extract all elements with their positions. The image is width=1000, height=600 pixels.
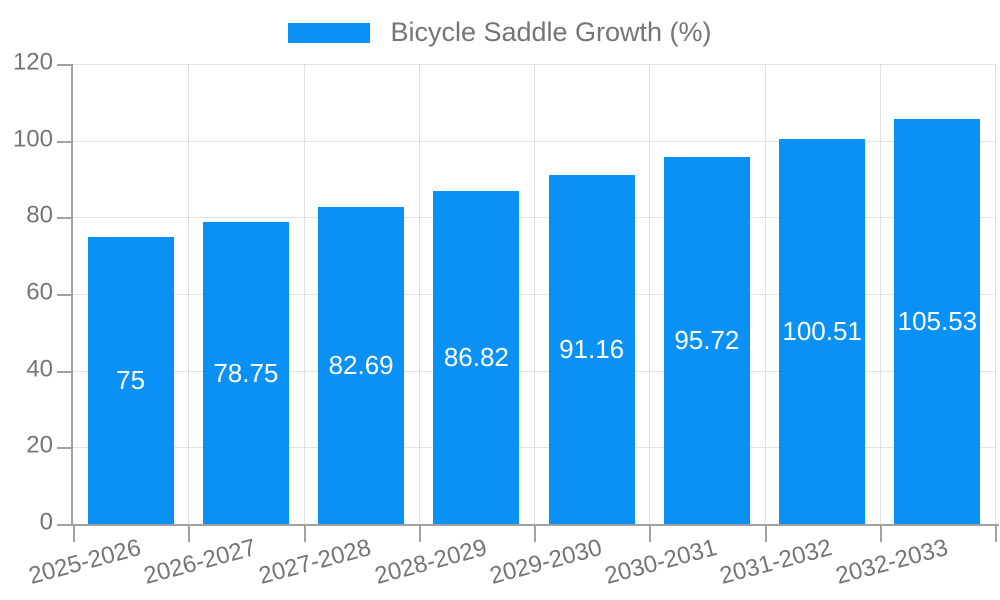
bar-value-label: 100.51: [782, 315, 862, 346]
x-axis-tick-label: 2026-2027: [141, 534, 259, 590]
gridline-vertical: [764, 64, 766, 524]
y-axis-tick: [57, 217, 71, 220]
y-axis-tick-label: 100: [12, 125, 53, 153]
y-axis-tick: [57, 64, 71, 66]
bar[interactable]: 86.82: [433, 191, 520, 524]
bar[interactable]: 75: [87, 236, 174, 524]
y-axis-tick-label: 0: [39, 508, 53, 536]
x-axis-tick: [995, 526, 997, 542]
bar[interactable]: 78.75: [202, 222, 289, 524]
legend[interactable]: Bicycle Saddle Growth (%): [0, 17, 1000, 48]
x-axis-tick-label: 2027-2028: [256, 534, 375, 590]
x-axis-tick: [764, 526, 767, 542]
y-axis-tick-label: 60: [26, 278, 53, 306]
x-axis-tick: [649, 526, 652, 542]
x-axis-line: [71, 524, 999, 526]
x-axis-tick: [418, 526, 421, 542]
plot-area: 0 20 40 60 80 100 120 75 78.75 82.69 86.82 91.16 95.…: [13, 49, 999, 590]
x-axis-tick: [303, 526, 306, 542]
y-axis-tick-label: 20: [26, 431, 53, 459]
x-axis-tick: [188, 526, 191, 542]
bar[interactable]: 82.69: [318, 207, 405, 524]
gridline-vertical: [879, 64, 881, 524]
x-axis-tick-label: 2031-2032: [717, 534, 836, 590]
x-axis-tick-label: 2028-2029: [371, 534, 490, 590]
bar-value-label: 105.53: [897, 306, 978, 337]
gridline-vertical: [418, 64, 420, 524]
bar-value-label: 75: [116, 364, 146, 395]
y-axis-tick-label: 80: [26, 201, 53, 229]
gridline-vertical: [995, 64, 996, 524]
gridline-vertical: [188, 64, 190, 524]
bar[interactable]: 91.16: [548, 174, 635, 524]
bar[interactable]: 95.72: [663, 157, 750, 524]
x-axis-tick-label: 2032-2033: [832, 534, 951, 590]
x-axis-tick: [879, 526, 882, 542]
bar-value-label: 78.75: [213, 357, 279, 388]
y-axis-tick-label: 40: [26, 355, 53, 383]
y-axis-tick: [57, 370, 71, 373]
x-axis-tick-label: 2025-2026: [25, 534, 144, 590]
gridline-vertical: [303, 64, 305, 524]
x-axis-tick: [534, 526, 536, 542]
y-axis-tick: [57, 524, 71, 526]
bar-value-label: 91.16: [559, 333, 625, 364]
gridline-vertical: [534, 64, 535, 524]
bar-value-label: 86.82: [443, 342, 509, 373]
x-axis-tick: [73, 526, 75, 542]
x-axis-tick-label: 2030-2031: [602, 534, 720, 590]
y-axis-tick-label: 120: [12, 48, 53, 76]
x-axis-tick-label: 2029-2030: [486, 534, 605, 590]
bar[interactable]: 105.53: [894, 119, 981, 524]
bar[interactable]: 100.51: [779, 138, 866, 524]
y-axis-tick: [57, 447, 71, 450]
y-axis-line: [71, 64, 73, 524]
gridline-vertical: [649, 64, 651, 524]
legend-label[interactable]: Bicycle Saddle Growth (%): [390, 17, 712, 47]
y-axis-tick: [57, 140, 71, 143]
bar-value-label: 95.72: [674, 325, 740, 356]
legend-swatch[interactable]: [288, 22, 371, 43]
bar-value-label: 82.69: [328, 350, 394, 381]
y-axis-tick: [57, 294, 71, 296]
